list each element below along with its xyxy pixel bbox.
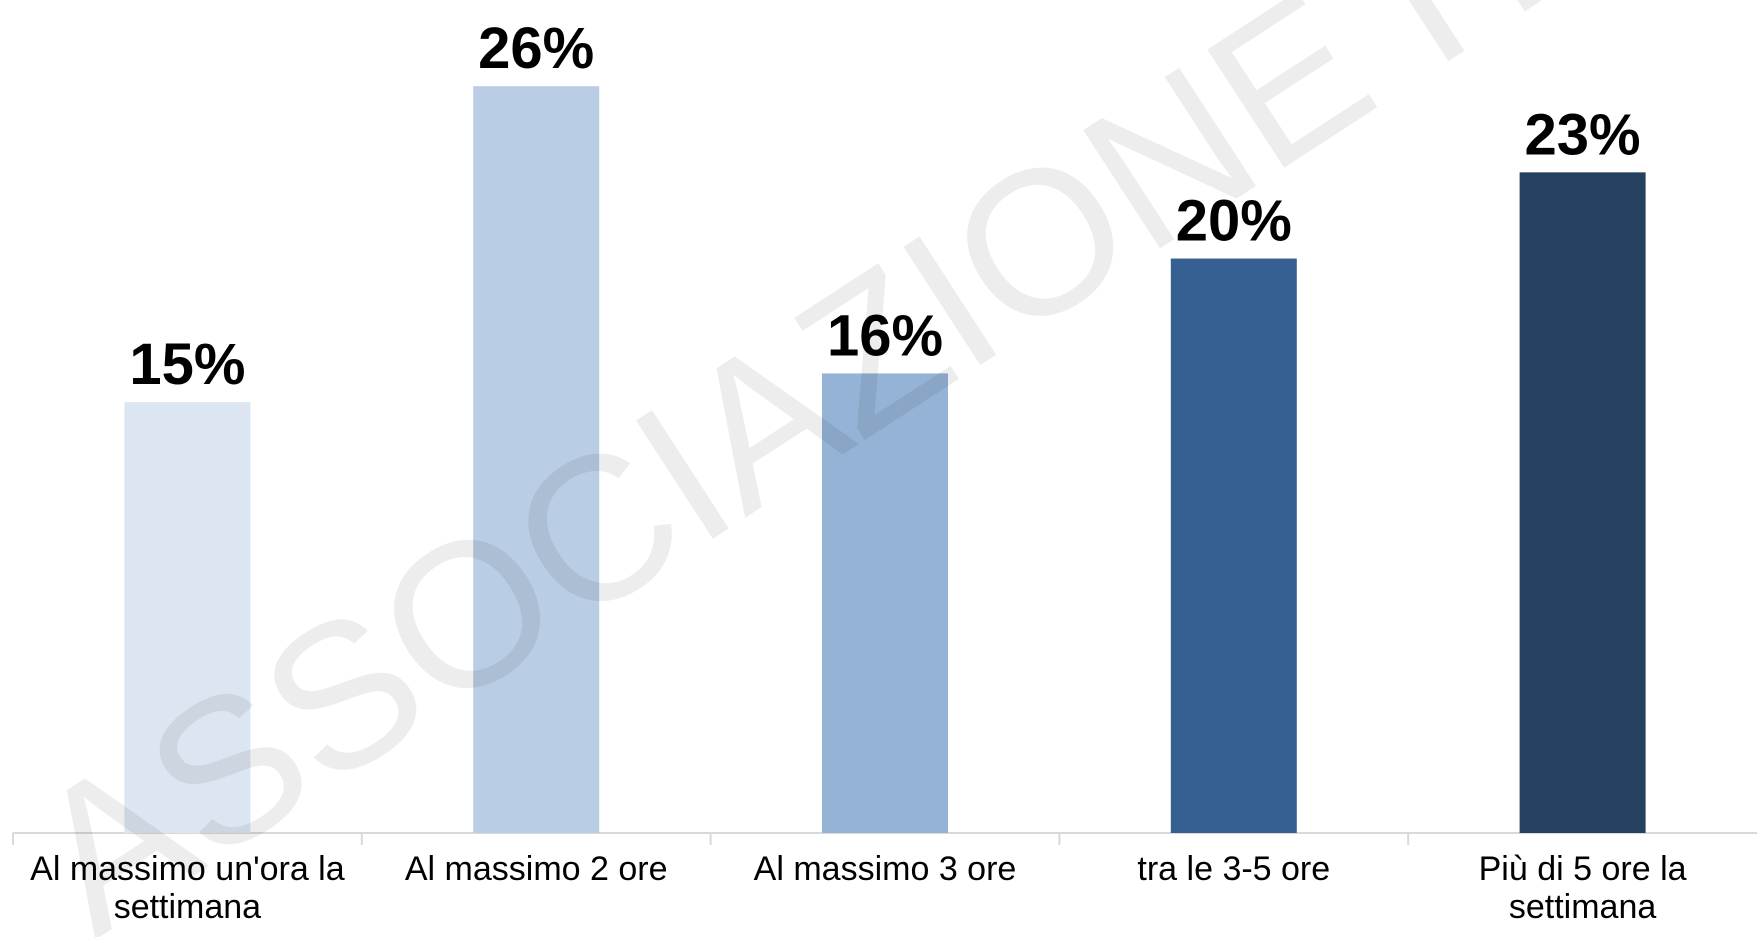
x-tick-label: Al massimo 3 ore — [753, 850, 1017, 888]
bar — [473, 86, 600, 833]
data-label: 26% — [478, 16, 594, 81]
data-label: 16% — [827, 303, 943, 368]
bar — [1519, 172, 1646, 833]
bar — [822, 373, 948, 833]
x-tick-label: Al massimo un'ora la settimana — [30, 850, 345, 926]
bar — [124, 402, 251, 833]
data-label: 15% — [129, 332, 245, 397]
x-tick-label: tra le 3-5 ore — [1137, 850, 1331, 888]
data-label: 20% — [1176, 189, 1292, 254]
data-label: 23% — [1525, 102, 1641, 167]
bar — [1170, 258, 1297, 834]
x-tick-label: Al massimo 2 ore — [404, 850, 668, 888]
x-tick-label: Più di 5 ore la settimana — [1478, 850, 1687, 926]
